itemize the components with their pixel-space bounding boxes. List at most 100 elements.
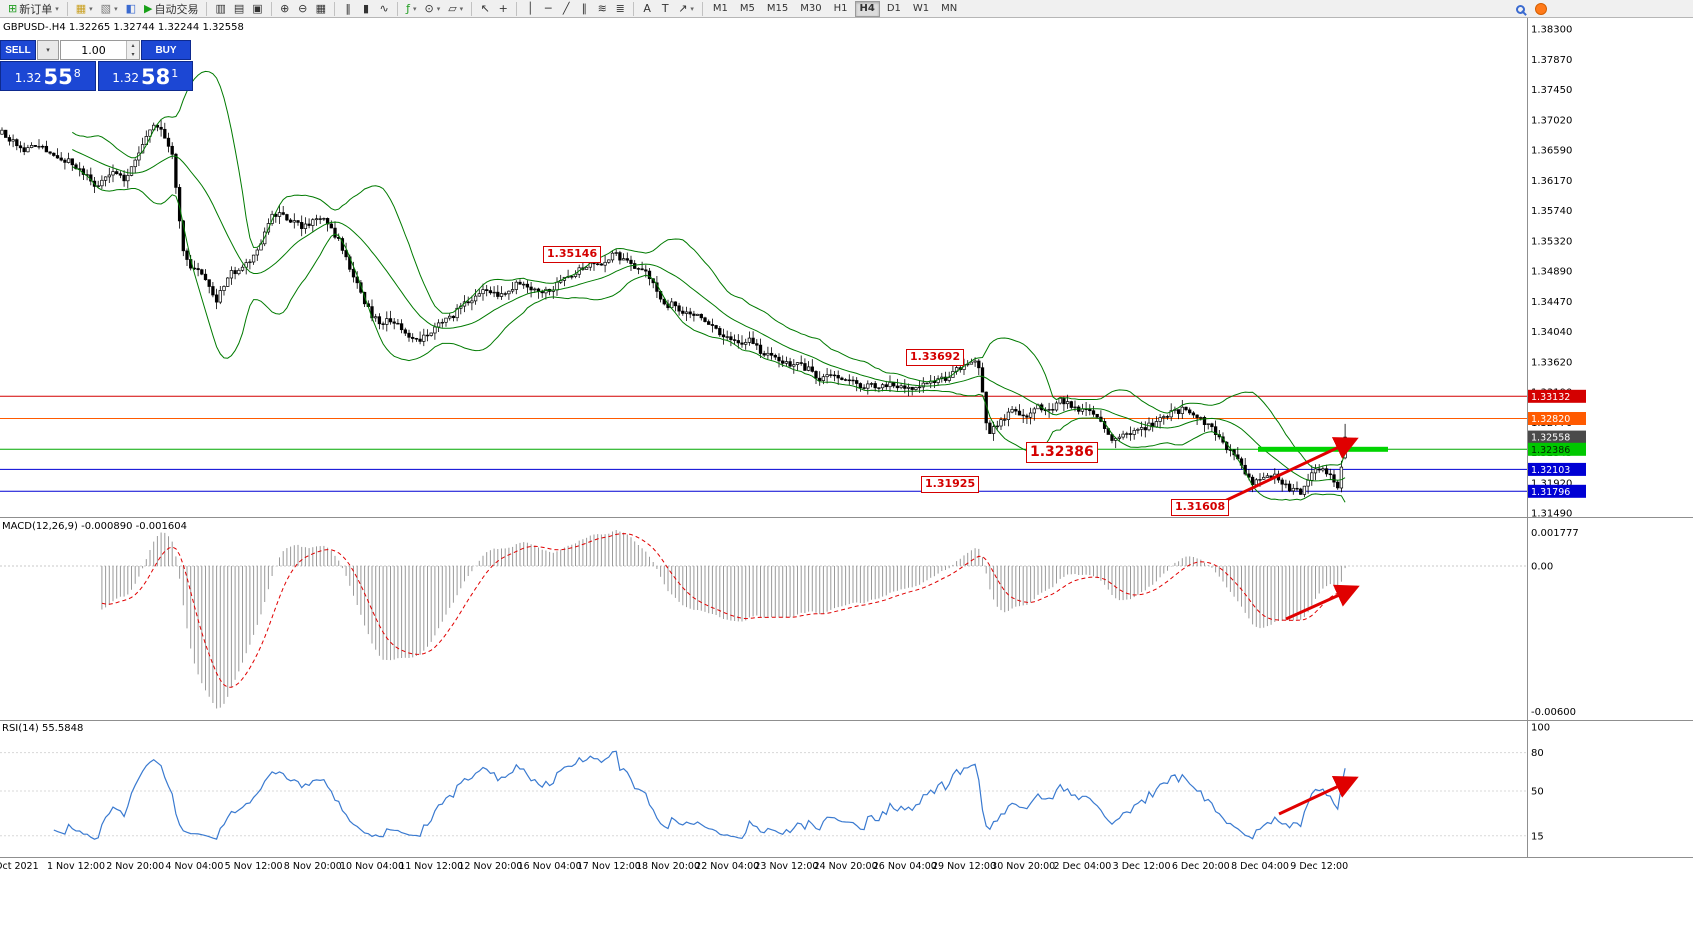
- price-callout[interactable]: 1.31925: [921, 476, 980, 493]
- timeframe-m5-button[interactable]: M5: [739, 3, 755, 14]
- arrange-windows-icon[interactable]: ▣: [248, 1, 266, 17]
- add-indicator-icon[interactable]: ƒ ▾: [402, 1, 420, 17]
- cursor-icon[interactable]: ↖: [476, 1, 494, 17]
- volume-input[interactable]: [61, 41, 126, 59]
- text-icon[interactable]: A: [638, 1, 656, 17]
- line-chart-icon-glyph: ∿: [379, 2, 389, 15]
- arrange-windows-icon-glyph: ▣: [252, 2, 263, 15]
- toolbar-separator: [701, 1, 703, 16]
- fibonacci-icon-glyph: ≋: [597, 2, 607, 15]
- price-axis-label: 1.34470: [1531, 297, 1572, 308]
- svg-text:1.32386: 1.32386: [1531, 445, 1570, 456]
- volume-input-wrap: ▴ ▾: [60, 40, 140, 60]
- horizontal-line-icon-glyph: ─: [544, 2, 552, 15]
- horizontal-price-lines: [0, 395, 1527, 492]
- autotrading-button[interactable]: ▶ 自动交易: [140, 1, 202, 17]
- candlestick-chart-icon[interactable]: ▮: [357, 1, 375, 17]
- trendline-icon-glyph: ╱: [562, 2, 570, 15]
- support-zone-highlight[interactable]: [1258, 446, 1388, 452]
- time-axis-label: 18 Nov 20:00: [636, 861, 700, 872]
- arrows-tool-icon[interactable]: ↗ ▾: [674, 1, 698, 17]
- crosshair-icon[interactable]: +: [494, 1, 512, 17]
- trend-arrow[interactable]: [1278, 776, 1359, 816]
- price-axis-label: 1.36170: [1531, 176, 1572, 187]
- time-axis-label: 3 Dec 12:00: [1113, 861, 1171, 872]
- search-icon[interactable]: [1516, 4, 1525, 14]
- chart-canvas[interactable]: 1.38300 1.37870 1.37450 1.37020 1.36590 1.361…: [0, 18, 1693, 942]
- trend-arrow[interactable]: [1285, 584, 1360, 621]
- vertical-line-icon[interactable]: │: [521, 1, 539, 17]
- channel-icon-glyph: ∥: [581, 2, 587, 15]
- time-axis-label: 12 Nov 20:00: [458, 861, 522, 872]
- zoom-out-icon[interactable]: ⊖: [294, 1, 312, 17]
- svg-text:1.31796: 1.31796: [1531, 487, 1570, 498]
- buy-price-display[interactable]: 1.32 58 1: [97, 61, 193, 91]
- macd-histogram: [101, 530, 1346, 709]
- volume-up-icon[interactable]: ▴: [127, 41, 139, 50]
- timeframe-h4-button[interactable]: H4: [854, 0, 880, 17]
- price-axis-label: 1.33620: [1531, 357, 1572, 368]
- tile-grid-icon[interactable]: ▦: [312, 1, 330, 17]
- trendline-icon[interactable]: ╱: [557, 1, 575, 17]
- rsi-axis-label: 50: [1531, 787, 1544, 798]
- fibonacci-icon[interactable]: ≋: [593, 1, 611, 17]
- time-axis-label: 17 Nov 12:00: [577, 861, 641, 872]
- cascade-windows-icon[interactable]: ▤: [230, 1, 248, 17]
- bar-chart-icon[interactable]: ‖: [339, 1, 357, 17]
- buy-button[interactable]: BUY: [141, 40, 191, 60]
- sell-price-display[interactable]: 1.32 55 8: [0, 61, 96, 91]
- timeframe-d1-button[interactable]: D1: [886, 3, 901, 14]
- timeframe-m30-button[interactable]: M30: [800, 3, 822, 14]
- line-chart-icon[interactable]: ∿: [375, 1, 393, 17]
- price-callout[interactable]: 1.35146: [543, 246, 602, 263]
- price-axis-label: 1.35320: [1531, 236, 1572, 247]
- svg-text:1.32103: 1.32103: [1531, 465, 1570, 476]
- timeframe-mn-button[interactable]: MN: [941, 3, 958, 14]
- profiles-icon[interactable]: ▧ ▾: [97, 1, 122, 17]
- price-tag-1.32820: [1528, 412, 1586, 425]
- chevron-down-icon: ▾: [114, 4, 118, 13]
- time-axis-label: 2 Dec 04:00: [1053, 861, 1111, 872]
- channel-icon[interactable]: ∥: [575, 1, 593, 17]
- bar-chart-icon-glyph: ‖: [345, 2, 351, 15]
- timeframe-m1-button[interactable]: M1: [712, 3, 728, 14]
- macd-axis-label: 0.00: [1531, 562, 1553, 573]
- toolbar-separator: [516, 1, 518, 16]
- timeframe-w1-button[interactable]: W1: [912, 3, 930, 14]
- tile-windows-icon[interactable]: ▥: [211, 1, 229, 17]
- price-callout[interactable]: 1.31608: [1171, 499, 1230, 516]
- notification-badge[interactable]: [1535, 3, 1547, 15]
- timeframe-m15-button[interactable]: M15: [766, 3, 789, 14]
- trend-arrow[interactable]: [1211, 437, 1359, 509]
- shapes-icon[interactable]: ≣: [611, 1, 629, 17]
- text-label-icon[interactable]: T: [656, 1, 674, 17]
- templates-icon-glyph: ▱: [448, 2, 457, 15]
- price-axis-label: 1.31920: [1531, 478, 1572, 489]
- sell-button[interactable]: SELL: [0, 40, 36, 60]
- market-watch-icon[interactable]: ◧: [122, 1, 140, 17]
- templates-icon[interactable]: ▱ ▾: [444, 1, 467, 17]
- price-axis-label: 1.37450: [1531, 85, 1572, 96]
- new-order-button-label: 新订单: [19, 2, 53, 16]
- rsi-indicator-label: RSI(14) 55.5848: [2, 723, 83, 734]
- new-order-button[interactable]: ⊞ 新订单 ▾: [4, 1, 63, 17]
- volume-preset-dropdown[interactable]: ▾: [37, 40, 59, 60]
- zoom-in-icon[interactable]: ⊕: [276, 1, 294, 17]
- time-axis-label: Oct 2021: [0, 861, 39, 872]
- timeframe-h1-button[interactable]: H1: [833, 3, 848, 14]
- new-chart-icon[interactable]: ▦ ▾: [72, 1, 97, 17]
- zoom-out-icon-glyph: ⊖: [298, 2, 308, 15]
- sell-price-pipette: 8: [73, 67, 81, 80]
- price-callout[interactable]: 1.33692: [906, 349, 965, 366]
- toolbar-separator: [334, 1, 336, 16]
- chevron-down-icon: ▾: [690, 4, 694, 13]
- price-axis-label: 1.37020: [1531, 115, 1572, 126]
- volume-spinner: ▴ ▾: [126, 41, 139, 59]
- volume-down-icon[interactable]: ▾: [127, 50, 139, 59]
- time-axis-label: 9 Dec 12:00: [1290, 861, 1348, 872]
- price-callout[interactable]: 1.32386: [1026, 442, 1098, 463]
- periods-icon[interactable]: ⊙ ▾: [420, 1, 444, 17]
- horizontal-line-icon[interactable]: ─: [539, 1, 557, 17]
- toolbar-separator: [206, 1, 208, 16]
